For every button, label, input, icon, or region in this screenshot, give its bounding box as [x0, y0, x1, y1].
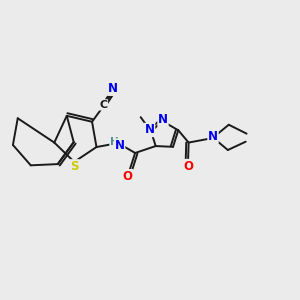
Text: N: N: [108, 82, 118, 95]
Text: H: H: [110, 137, 119, 147]
Text: N: N: [115, 139, 125, 152]
Text: N: N: [208, 130, 218, 143]
Text: N: N: [158, 113, 168, 126]
Text: O: O: [183, 160, 193, 172]
Text: S: S: [70, 160, 79, 173]
Text: N: N: [145, 124, 154, 136]
Text: C: C: [99, 100, 107, 110]
Text: O: O: [123, 170, 133, 183]
